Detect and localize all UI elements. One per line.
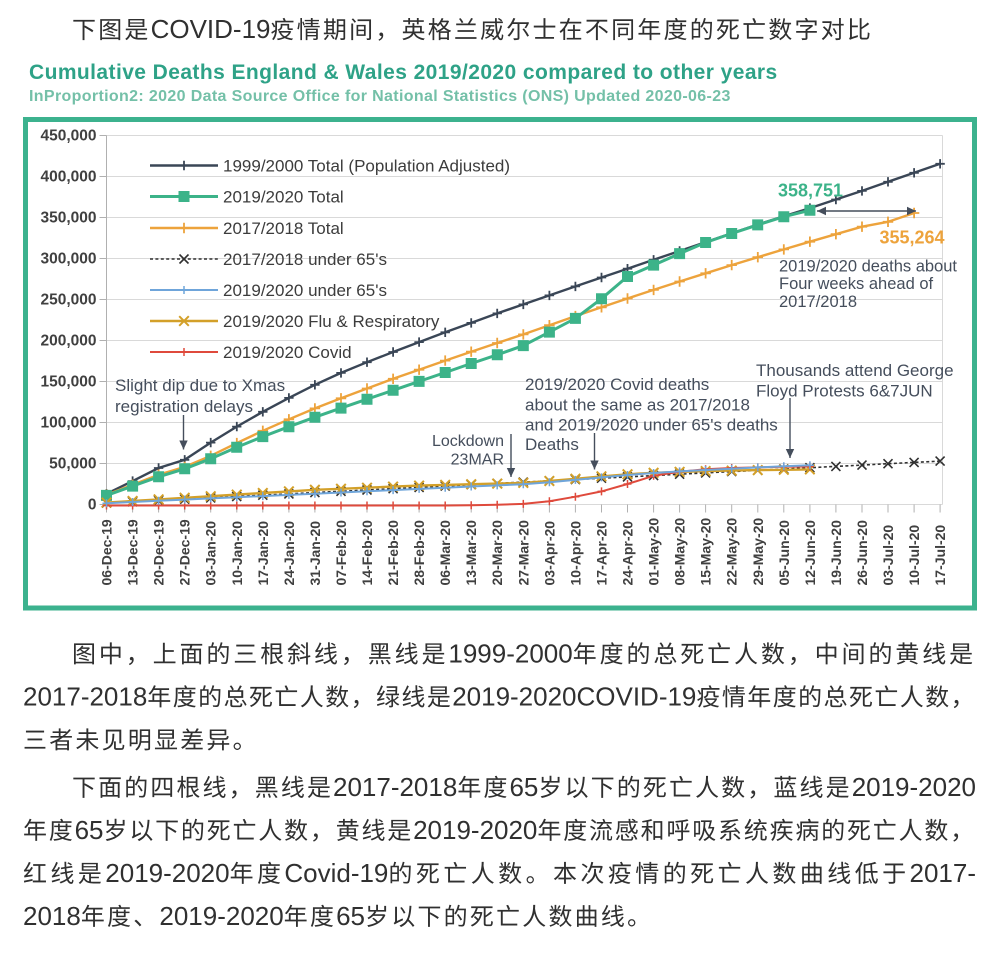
svg-text:19-Jun-20: 19-Jun-20 [828, 520, 844, 586]
svg-text:31-Jan-20: 31-Jan-20 [307, 521, 323, 586]
svg-text:200,000: 200,000 [40, 333, 96, 350]
svg-text:2019-2020: 2019-2020 [852, 772, 976, 802]
svg-text:2017-: 2017- [910, 858, 977, 888]
svg-text:08-May-20: 08-May-20 [672, 518, 688, 586]
svg-text:03-Jan-20: 03-Jan-20 [203, 521, 219, 586]
svg-text:355,264: 355,264 [880, 228, 945, 248]
svg-text:13-Mar-20: 13-Mar-20 [463, 520, 479, 586]
svg-text:27-Mar-20: 27-Mar-20 [515, 520, 531, 586]
svg-text:05-Jun-20: 05-Jun-20 [776, 520, 792, 586]
svg-text:2017/2018 under 65's: 2017/2018 under 65's [223, 250, 387, 269]
svg-text:Thousands attend George: Thousands attend George [756, 361, 954, 380]
svg-text:29-May-20: 29-May-20 [750, 518, 766, 586]
svg-text:17-Jan-20: 17-Jan-20 [255, 521, 271, 586]
svg-text:2017-2018: 2017-2018 [23, 682, 147, 712]
svg-text:Lockdown: Lockdown [432, 433, 504, 450]
svg-text:10-Jul-20: 10-Jul-20 [906, 525, 922, 586]
svg-text:COVID-19: COVID-19 [151, 14, 271, 44]
svg-text:65: 65 [75, 815, 104, 845]
svg-text:24-Apr-20: 24-Apr-20 [620, 521, 636, 586]
svg-text:27-Dec-19: 27-Dec-19 [177, 519, 193, 585]
svg-text:2019/2020 under 65's: 2019/2020 under 65's [223, 281, 387, 300]
svg-text:26-Jun-20: 26-Jun-20 [854, 520, 870, 586]
svg-text:20-Dec-19: 20-Dec-19 [151, 519, 167, 585]
svg-text:300,000: 300,000 [40, 251, 96, 268]
svg-text:Slight dip due to Xmas: Slight dip due to Xmas [115, 376, 285, 395]
svg-text:2019-2020COVID-19: 2019-2020COVID-19 [452, 682, 696, 712]
svg-text:2017/2018 Total: 2017/2018 Total [223, 219, 344, 238]
svg-text:Floyd Protests 6&7JUN: Floyd Protests 6&7JUN [756, 382, 933, 401]
svg-text:Cumulative Deaths England & Wa: Cumulative Deaths England & Wales 2019/2… [29, 61, 778, 84]
svg-text:65: 65 [336, 901, 365, 931]
svg-text:450,000: 450,000 [40, 128, 96, 145]
svg-text:12-Jun-20: 12-Jun-20 [802, 520, 818, 586]
svg-text:15-May-20: 15-May-20 [698, 518, 714, 586]
svg-text:2019/2020 Flu & Respiratory: 2019/2020 Flu & Respiratory [223, 312, 440, 331]
svg-text:13-Dec-19: 13-Dec-19 [125, 519, 141, 585]
svg-text:10-Jan-20: 10-Jan-20 [229, 521, 245, 586]
svg-text:17-Apr-20: 17-Apr-20 [594, 521, 610, 586]
svg-text:358,751: 358,751 [778, 181, 843, 201]
svg-text:Four weeks ahead of: Four weeks ahead of [779, 275, 934, 293]
svg-text:2019-2020: 2019-2020 [413, 815, 537, 845]
svg-text:22-May-20: 22-May-20 [724, 518, 740, 586]
svg-text:2017-2018: 2017-2018 [333, 772, 457, 802]
svg-text:28-Feb-20: 28-Feb-20 [411, 520, 427, 586]
svg-text:03-Jul-20: 03-Jul-20 [880, 525, 896, 586]
svg-text:2019/2020 Covid deaths: 2019/2020 Covid deaths [525, 375, 709, 394]
svg-text:23MAR: 23MAR [451, 452, 504, 469]
svg-text:2019-2020: 2019-2020 [105, 858, 229, 888]
svg-text:24-Jan-20: 24-Jan-20 [281, 521, 297, 586]
svg-text:06-Mar-20: 06-Mar-20 [437, 520, 453, 586]
svg-text:2019-2020: 2019-2020 [159, 901, 283, 931]
svg-text:about the same as 2017/2018: about the same as 2017/2018 [525, 396, 750, 415]
svg-text:2019/2020 Covid: 2019/2020 Covid [223, 343, 352, 362]
svg-text:150,000: 150,000 [40, 374, 96, 391]
svg-text:2019/2020 deaths about: 2019/2020 deaths about [779, 258, 957, 276]
svg-text:07-Feb-20: 07-Feb-20 [333, 520, 349, 586]
svg-text:03-Apr-20: 03-Apr-20 [541, 521, 557, 586]
svg-text:and 2019/2020 under 65's death: and 2019/2020 under 65's deaths [525, 416, 778, 435]
svg-text:65: 65 [510, 772, 539, 802]
svg-text:1999-2000: 1999-2000 [448, 639, 572, 669]
svg-text:registration delays: registration delays [115, 397, 253, 416]
svg-text:2019/2020 Total: 2019/2020 Total [223, 188, 344, 207]
svg-text:InProportion2: 2020 Data Sourc: InProportion2: 2020 Data Source Office f… [29, 88, 731, 105]
svg-text:2017/2018: 2017/2018 [779, 293, 857, 311]
svg-text:50,000: 50,000 [49, 456, 96, 473]
svg-text:01-May-20: 01-May-20 [646, 518, 662, 586]
svg-text:350,000: 350,000 [40, 210, 96, 227]
svg-text:Covid-19: Covid-19 [284, 858, 388, 888]
svg-text:Deaths: Deaths [525, 435, 579, 454]
svg-text:400,000: 400,000 [40, 169, 96, 186]
svg-text:0: 0 [88, 497, 97, 514]
svg-text:14-Feb-20: 14-Feb-20 [359, 520, 375, 586]
svg-text:06-Dec-19: 06-Dec-19 [99, 519, 115, 585]
svg-text:100,000: 100,000 [40, 415, 96, 432]
svg-text:250,000: 250,000 [40, 292, 96, 309]
svg-text:2018: 2018 [23, 901, 81, 931]
svg-text:21-Feb-20: 21-Feb-20 [385, 520, 401, 586]
svg-text:20-Mar-20: 20-Mar-20 [489, 520, 505, 586]
svg-text:1999/2000 Total (Population Ad: 1999/2000 Total (Population Adjusted) [223, 157, 510, 176]
svg-text:10-Apr-20: 10-Apr-20 [567, 521, 583, 586]
svg-text:17-Jul-20: 17-Jul-20 [932, 525, 948, 586]
